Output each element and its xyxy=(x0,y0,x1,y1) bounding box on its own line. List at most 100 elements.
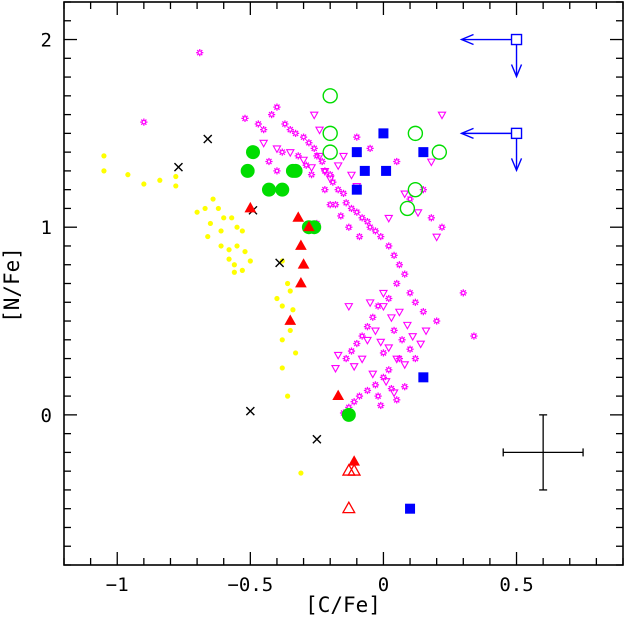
point-dot xyxy=(157,177,163,183)
star-center xyxy=(256,121,261,127)
star-center xyxy=(402,384,407,389)
point-triangle-down xyxy=(386,314,396,323)
star-center xyxy=(429,215,434,220)
star-center xyxy=(141,120,146,125)
point-star xyxy=(406,345,414,353)
point-triangle-filled xyxy=(332,389,345,400)
point-circle-open xyxy=(399,200,416,217)
point-triangle-down xyxy=(344,303,354,312)
point-triangle-down xyxy=(400,190,410,199)
star-center xyxy=(301,135,306,140)
point-triangle-down xyxy=(421,327,431,336)
point-dot xyxy=(202,205,208,212)
star-center xyxy=(349,349,354,354)
point-dot xyxy=(279,365,285,371)
y-tick-label: 0 xyxy=(41,405,52,427)
point-circle-open xyxy=(322,125,338,142)
star-center xyxy=(386,296,391,301)
point-circle-open xyxy=(407,181,424,198)
point-star xyxy=(278,148,286,156)
star-center xyxy=(386,243,391,249)
star-center xyxy=(370,315,375,320)
point-star xyxy=(470,332,478,340)
point-dot xyxy=(292,350,299,356)
point-triangle-open xyxy=(341,500,356,514)
point-cross xyxy=(245,406,255,416)
star-center xyxy=(261,127,266,132)
point-triangle-down xyxy=(362,336,372,345)
star-center xyxy=(354,135,359,140)
point-star xyxy=(334,186,342,194)
star-center xyxy=(394,159,399,164)
star-center xyxy=(368,225,373,230)
series-triangle-filled-red xyxy=(244,201,360,466)
cross-stroke xyxy=(245,406,255,416)
point-star xyxy=(342,354,350,363)
point-star xyxy=(196,49,204,57)
point-circle-open xyxy=(407,125,424,142)
point-triangle-down xyxy=(384,344,394,353)
point-triangle-down xyxy=(325,175,335,184)
point-triangle-down xyxy=(408,333,418,342)
point-star xyxy=(307,171,316,179)
star-center xyxy=(381,350,386,355)
point-dot xyxy=(287,327,293,334)
series-dot-yellow xyxy=(101,153,304,476)
star-center xyxy=(336,187,341,192)
star-center xyxy=(357,234,362,239)
point-triangle-down xyxy=(378,303,388,312)
point-dot xyxy=(234,224,240,230)
star-center xyxy=(322,187,327,192)
point-circle-open xyxy=(322,88,338,104)
point-dot xyxy=(229,215,235,221)
star-center xyxy=(328,202,333,207)
star-center xyxy=(354,341,359,346)
point-star xyxy=(385,242,393,250)
point-triangle-down xyxy=(330,364,341,374)
point-star xyxy=(385,366,393,374)
point-triangle-down xyxy=(384,214,394,223)
point-triangle-down xyxy=(272,145,282,154)
point-circle-filled xyxy=(275,182,290,197)
point-triangle-filled xyxy=(295,277,307,288)
point-dot xyxy=(279,303,285,309)
point-circle-filled xyxy=(245,145,260,160)
star-center xyxy=(378,234,383,239)
y-axis-label: [N/Fe] xyxy=(0,247,24,323)
point-star xyxy=(345,223,353,231)
point-dot xyxy=(274,295,280,302)
star-center xyxy=(304,163,309,168)
point-dot xyxy=(218,228,224,234)
point-dot xyxy=(205,233,211,240)
point-star xyxy=(379,349,388,357)
point-star xyxy=(140,118,148,126)
point-triangle-down xyxy=(349,363,359,372)
point-dot xyxy=(101,153,107,159)
point-triangle-down xyxy=(309,111,319,120)
limit-square xyxy=(510,127,523,140)
point-dot xyxy=(101,168,107,174)
star-center xyxy=(373,382,378,387)
limit-arrowhead-down xyxy=(510,64,523,79)
point-star xyxy=(321,186,329,194)
point-star xyxy=(260,126,268,134)
point-star xyxy=(355,232,364,241)
star-center xyxy=(269,112,274,117)
star-center xyxy=(322,168,327,173)
tick-labels: −1 −0.5 0 0.5 0 1 2 xyxy=(41,30,534,596)
point-triangle-filled xyxy=(295,239,307,250)
point-dot xyxy=(285,393,291,399)
point-star xyxy=(393,396,401,404)
star-center xyxy=(338,213,343,218)
star-center xyxy=(368,146,373,151)
point-dot xyxy=(242,248,248,255)
point-star xyxy=(291,129,300,137)
point-star xyxy=(347,347,356,355)
point-star xyxy=(369,313,377,321)
point-square-filled xyxy=(405,503,416,514)
cross-stroke xyxy=(275,258,285,268)
cross-stroke xyxy=(173,162,183,172)
point-dot xyxy=(290,307,296,313)
point-star xyxy=(374,392,382,400)
